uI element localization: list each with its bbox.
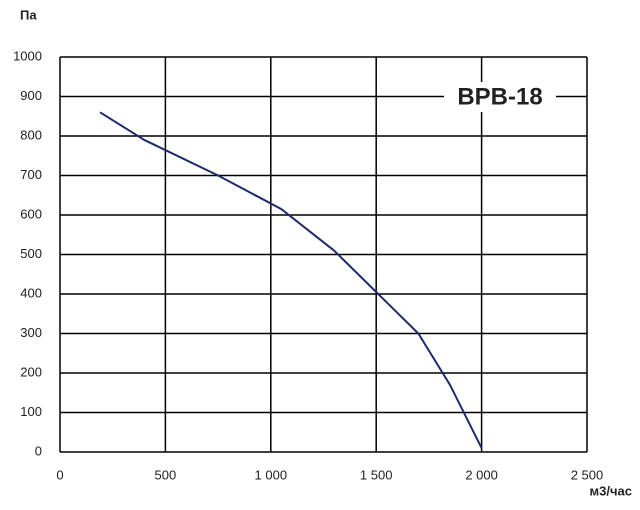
x-tick-label: 1 000: [255, 467, 288, 482]
y-tick-label: 900: [20, 88, 42, 103]
x-axis-label: м3/час: [590, 483, 632, 498]
x-tick-label: 500: [155, 467, 177, 482]
y-tick-label: 1000: [13, 48, 42, 63]
y-tick-label: 100: [20, 404, 42, 419]
y-tick-label: 400: [20, 285, 42, 300]
x-tick-label: 0: [56, 467, 63, 482]
curve: [99, 111, 483, 449]
x-tick-label: 2 000: [465, 467, 498, 482]
y-tick-label: 300: [20, 325, 42, 340]
annotation-bg: [444, 82, 556, 112]
y-axis-label: Па: [20, 7, 37, 22]
x-tick-label: 2 500: [571, 467, 604, 482]
y-tick-label: 800: [20, 127, 42, 142]
y-tick-label: 500: [20, 246, 42, 261]
y-tick-label: 600: [20, 206, 42, 221]
y-tick-label: 0: [35, 443, 42, 458]
y-tick-label: 200: [20, 364, 42, 379]
annotation: ВРВ-18: [457, 83, 542, 110]
x-tick-label: 1 500: [360, 467, 393, 482]
y-tick-label: 700: [20, 167, 42, 182]
